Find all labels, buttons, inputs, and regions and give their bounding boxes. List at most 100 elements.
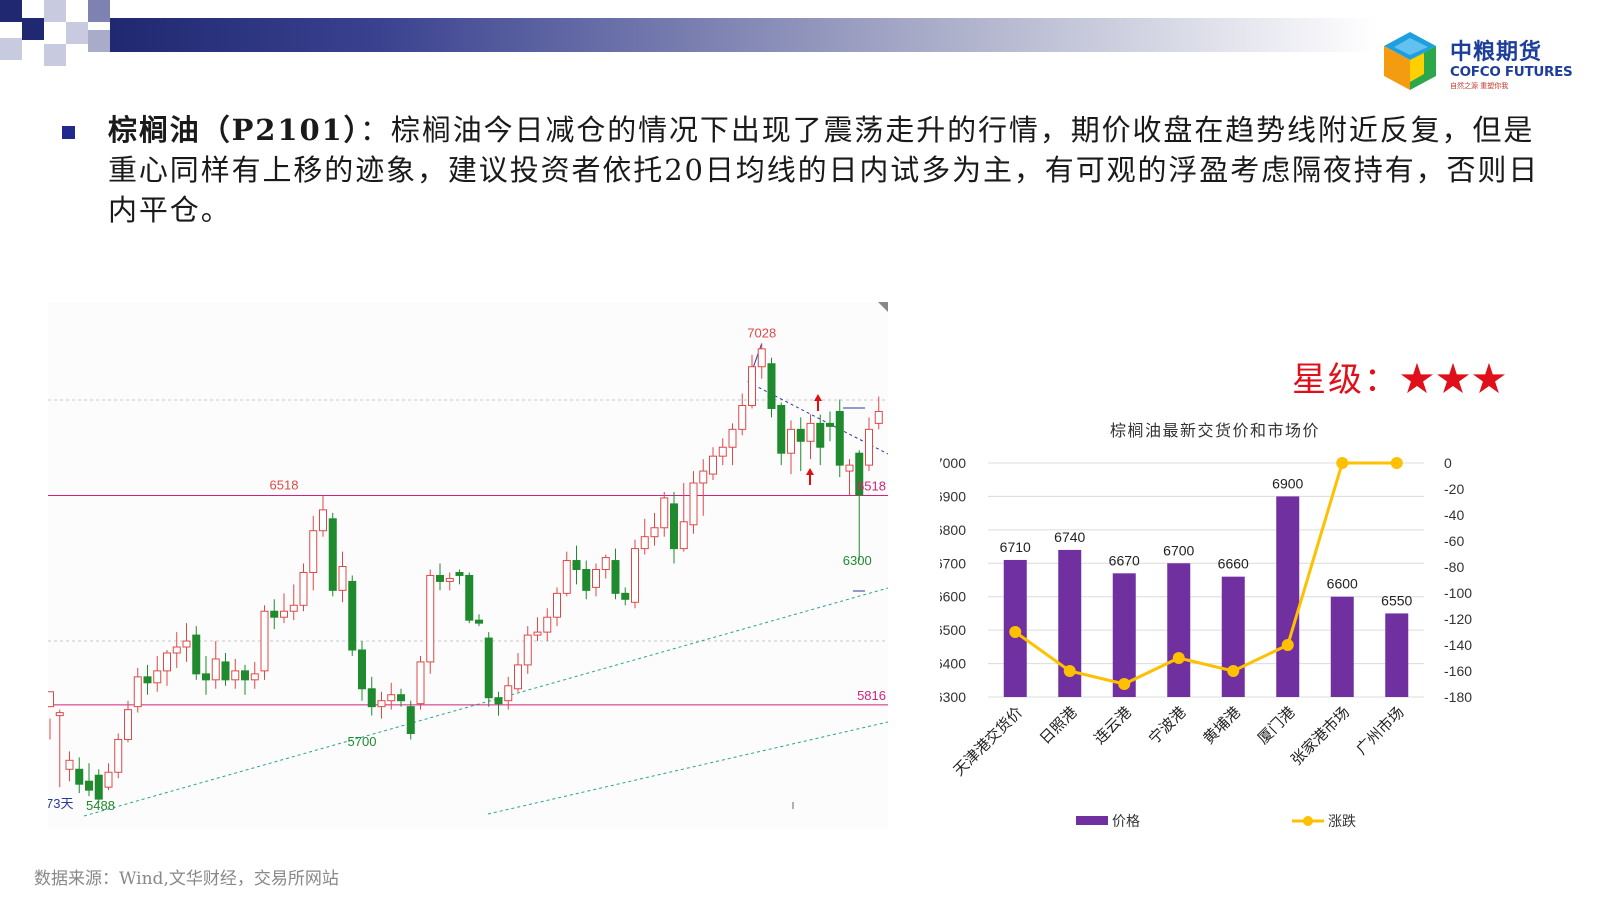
cofco-cube-icon bbox=[1384, 32, 1436, 90]
change-point bbox=[1172, 652, 1185, 664]
candle-body bbox=[572, 560, 581, 570]
candle-body bbox=[328, 518, 337, 591]
candle-body bbox=[85, 780, 93, 791]
candle-body bbox=[172, 646, 181, 654]
up-arrow-icon bbox=[814, 394, 822, 401]
bar-value-label: 6710 bbox=[1000, 539, 1031, 555]
star-rating: 星级：★★★ bbox=[1292, 352, 1508, 401]
bar-value-label: 6600 bbox=[1327, 576, 1358, 592]
category-label: 黄埔港 bbox=[1200, 703, 1245, 748]
candle-body bbox=[153, 670, 162, 684]
candle-body bbox=[436, 574, 444, 582]
commentary-paragraph: 棕榈油（P2101）：棕榈油今日减仓的情况下出现了震荡走升的行情，期价收盘在趋势… bbox=[108, 110, 1548, 230]
candle-body bbox=[231, 670, 240, 681]
candle-body bbox=[163, 652, 171, 672]
bar-value-label: 6660 bbox=[1218, 556, 1249, 572]
candle-body bbox=[621, 592, 630, 600]
change-line bbox=[1014, 461, 1397, 686]
candle-body bbox=[367, 688, 376, 708]
candle-body bbox=[845, 464, 854, 472]
trend-line-lower bbox=[487, 721, 888, 815]
y-right-tick-label: -60 bbox=[1444, 533, 1464, 549]
cofco-logo: 中粮期货 COFCO FUTURES 自然之源 重塑你我 bbox=[1376, 28, 1586, 98]
candle-body bbox=[855, 452, 864, 496]
category-label: 广州市场 bbox=[1352, 703, 1407, 758]
price-bar bbox=[1058, 549, 1082, 697]
candle-body bbox=[124, 709, 132, 740]
bar-value-label: 6550 bbox=[1381, 592, 1412, 608]
y-left-tick-label: 6800 bbox=[940, 522, 966, 538]
candle-body bbox=[319, 509, 327, 532]
candle-body bbox=[543, 616, 552, 633]
candle-body bbox=[143, 676, 152, 684]
candle-body bbox=[48, 691, 54, 708]
bar-value-label: 6700 bbox=[1163, 542, 1194, 558]
legend-marker-change bbox=[1303, 816, 1313, 826]
period-label: 73天 bbox=[48, 796, 73, 811]
candle-body bbox=[592, 568, 600, 588]
change-point bbox=[1009, 626, 1022, 638]
recent-low-label: 6300 bbox=[843, 553, 872, 568]
y-left-tick-label: 6500 bbox=[940, 622, 966, 638]
legend-swatch-price bbox=[1076, 816, 1108, 825]
change-point bbox=[1390, 457, 1403, 469]
category-label: 天津港交货价 bbox=[950, 703, 1026, 779]
category-label: 厦门港 bbox=[1254, 703, 1299, 748]
candle-body bbox=[757, 348, 766, 368]
category-label: 连云港 bbox=[1091, 703, 1136, 748]
candle-body bbox=[358, 649, 366, 690]
candle-body bbox=[504, 685, 513, 702]
candle-body bbox=[465, 574, 474, 621]
category-label: 张家港市场 bbox=[1287, 703, 1353, 769]
candle-body bbox=[650, 527, 659, 538]
candle-body bbox=[640, 536, 649, 550]
candle-body bbox=[75, 768, 84, 785]
mid-low-label: 5700 bbox=[348, 734, 377, 749]
price-bar bbox=[1385, 613, 1409, 697]
support-value-label: 5816 bbox=[857, 688, 886, 703]
logo-chinese-text: 中粮期货 bbox=[1450, 40, 1543, 65]
candle-body bbox=[445, 577, 454, 582]
resistance-value-label: 6518 bbox=[857, 479, 886, 494]
candle-body bbox=[494, 697, 503, 705]
candle-body bbox=[221, 661, 230, 681]
bar-value-label: 6740 bbox=[1054, 529, 1085, 545]
candle-body bbox=[299, 571, 308, 606]
candle-body bbox=[631, 548, 639, 603]
change-point bbox=[1227, 665, 1240, 677]
candle-body bbox=[601, 557, 610, 570]
panel-corner-mark bbox=[878, 302, 888, 312]
candle-body bbox=[523, 634, 532, 666]
price-bar-line-chart: 棕榈油最新交货价和市场价 6300 6400 6500 6600 6700 6800 6900… bbox=[940, 421, 1472, 830]
start-low-label: 5488 bbox=[86, 798, 115, 813]
candle-body bbox=[796, 428, 805, 442]
trend-line-upper bbox=[83, 587, 888, 817]
y-left-tick-label: 6300 bbox=[940, 689, 966, 705]
category-label: 日照港 bbox=[1036, 703, 1081, 748]
candle-body bbox=[475, 619, 483, 624]
candle-body bbox=[679, 521, 688, 550]
candle-body bbox=[260, 610, 269, 672]
change-point bbox=[1336, 457, 1349, 469]
candle-body bbox=[699, 470, 708, 484]
header-banner bbox=[0, 0, 1600, 66]
candle-body bbox=[182, 640, 191, 648]
change-point bbox=[1118, 678, 1131, 690]
candle-body bbox=[748, 366, 756, 406]
candle-body bbox=[553, 592, 561, 618]
bar-value-label: 6900 bbox=[1272, 475, 1303, 491]
candle-body bbox=[816, 422, 825, 448]
logo-english-text: COFCO FUTURES bbox=[1450, 64, 1573, 80]
candle-body bbox=[202, 673, 210, 681]
candle-body bbox=[65, 759, 74, 770]
candle-body bbox=[338, 566, 347, 591]
candle-body bbox=[455, 571, 464, 576]
candle-body bbox=[835, 410, 844, 466]
candle-body bbox=[689, 482, 698, 526]
candle-body bbox=[397, 694, 405, 702]
y-right-tick-label: -100 bbox=[1444, 585, 1472, 601]
source-note: 数据来源：Wind,文华财经，交易所网站 bbox=[34, 869, 339, 889]
candle-body bbox=[289, 604, 298, 612]
logo-slogan: 自然之源 重塑你我 bbox=[1450, 82, 1509, 90]
price-bar bbox=[1221, 576, 1245, 697]
